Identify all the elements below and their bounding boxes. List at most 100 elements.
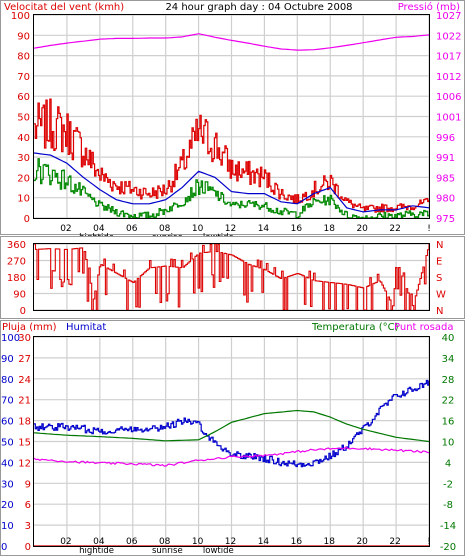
- panel-wind-plot-border: [33, 14, 430, 219]
- y-tick-compass: N: [436, 240, 443, 251]
- dewpoint-title: Punt rosada: [394, 322, 453, 333]
- y-tick-humidity: 100: [1, 333, 20, 344]
- y-tick-right: 1017: [436, 52, 461, 63]
- y-tick-right: 1022: [436, 31, 461, 42]
- panel-wind-frame: [0, 0, 465, 235]
- x-tick-label: 18: [324, 224, 336, 234]
- y-tick-rain: 0: [25, 542, 31, 553]
- x-tick-label: 10: [192, 224, 204, 234]
- humidity-title: Humitat: [66, 322, 106, 333]
- y-tick-rain: 3: [25, 521, 31, 532]
- x-tick-label: 02: [60, 224, 71, 234]
- tide-sun-marker: sunrise: [152, 546, 183, 556]
- temperature-line: [33, 409, 430, 443]
- y-tick-temperature: 16: [442, 417, 455, 428]
- y-tick-rain: 6: [25, 500, 31, 511]
- y-tick-humidity: 40: [1, 458, 14, 469]
- y-tick-temperature: 40: [442, 333, 455, 344]
- panel-wind-series: [33, 33, 430, 219]
- y-tick-rain: 24: [18, 375, 31, 386]
- y-tick-temperature: -14: [440, 521, 456, 532]
- x-tick-label: 18: [324, 537, 336, 547]
- y-tick-direction: 180: [7, 273, 26, 284]
- y-tick-rain: 15: [18, 438, 31, 449]
- y-tick-right: 980: [436, 194, 455, 205]
- y-tick-rain: 9: [25, 479, 31, 490]
- y-tick-humidity: 70: [1, 396, 14, 407]
- dewpoint-line: [33, 446, 430, 467]
- x-tick-label: 22: [389, 224, 400, 234]
- y-tick-direction: 360: [7, 240, 26, 251]
- y-tick-right: 975: [436, 214, 455, 225]
- y-tick-left: 10: [17, 194, 30, 205]
- y-tick-compass: N: [436, 306, 443, 317]
- panel-temp-grid: [34, 336, 430, 547]
- wind-speed-title: Velocitat del vent (kmh): [4, 2, 124, 13]
- y-tick-left: 100: [11, 11, 30, 22]
- y-tick-right: 1001: [436, 113, 461, 124]
- y-tick-left: 70: [17, 72, 30, 83]
- panel-direction-plot-border: [33, 243, 430, 311]
- x-tick-label: !: [427, 537, 431, 547]
- y-tick-left: 20: [17, 173, 30, 184]
- y-tick-temperature: -2: [443, 479, 453, 490]
- x-tick-label: 08: [159, 537, 171, 547]
- y-tick-humidity: 10: [1, 521, 14, 532]
- minimum-line: [34, 158, 430, 219]
- x-tick-label: 08: [159, 224, 171, 234]
- tide-sun-marker: lowtide: [203, 546, 234, 556]
- y-tick-right: 985: [436, 173, 455, 184]
- x-tick-label: !: [427, 224, 431, 234]
- x-tick-label: 10: [192, 537, 204, 547]
- x-tick-label: 06: [126, 224, 138, 234]
- rain-title: Pluja (mm): [2, 322, 57, 333]
- y-tick-left: 90: [17, 31, 30, 42]
- temperature-title: Temperatura (°C): [311, 322, 399, 333]
- panel-temp-ticks: 0 10 20 30 40 50 60 70 80 90 100 0 3 6 9 12 15 18 21 24 27 30…: [1, 333, 456, 556]
- y-tick-left: 80: [17, 52, 30, 63]
- gust-line: [34, 98, 430, 213]
- pressure-title: Pressió (mb): [398, 1, 460, 13]
- y-tick-temperature: -8: [443, 500, 453, 511]
- y-tick-compass: S: [436, 273, 442, 284]
- tide-sun-marker: hightide: [79, 546, 114, 556]
- y-tick-humidity: 0: [1, 542, 7, 553]
- y-tick-humidity: 90: [1, 354, 14, 365]
- y-tick-direction: 90: [13, 290, 26, 301]
- y-tick-right: 991: [436, 153, 455, 164]
- panel-temp-frame: [0, 320, 465, 556]
- x-tick-label: 16: [291, 537, 303, 547]
- y-tick-left: 0: [24, 214, 30, 225]
- y-tick-left: 30: [17, 153, 30, 164]
- x-tick-label: 06: [126, 537, 138, 547]
- y-tick-right: 996: [436, 133, 455, 144]
- y-tick-temperature: 28: [442, 375, 455, 386]
- pressure-line: [33, 33, 430, 51]
- y-tick-rain: 18: [18, 417, 31, 428]
- y-tick-right: 1027: [436, 11, 461, 22]
- y-tick-compass: W: [436, 290, 446, 301]
- wind-direction-line: [34, 243, 430, 311]
- y-tick-humidity: 30: [1, 479, 14, 490]
- x-tick-label: 14: [258, 537, 270, 547]
- panel-direction-series: [34, 243, 430, 311]
- y-tick-direction: 270: [7, 257, 26, 268]
- y-tick-left: 40: [17, 133, 30, 144]
- x-tick-label: 12: [225, 224, 236, 234]
- y-tick-humidity: 60: [1, 417, 14, 428]
- x-tick-label: 04: [93, 224, 105, 234]
- x-tick-label: 22: [389, 537, 400, 547]
- y-tick-humidity: 20: [1, 500, 14, 511]
- y-tick-rain: 30: [18, 333, 31, 344]
- average-line: [33, 152, 430, 213]
- y-tick-temperature: -20: [440, 542, 456, 553]
- y-tick-right: 1012: [436, 72, 461, 83]
- x-tick-label: 04: [93, 537, 105, 547]
- x-tick-label: 16: [291, 224, 303, 234]
- y-tick-rain: 21: [18, 396, 31, 407]
- y-tick-temperature: 10: [442, 438, 455, 449]
- y-tick-direction: 0: [20, 306, 26, 317]
